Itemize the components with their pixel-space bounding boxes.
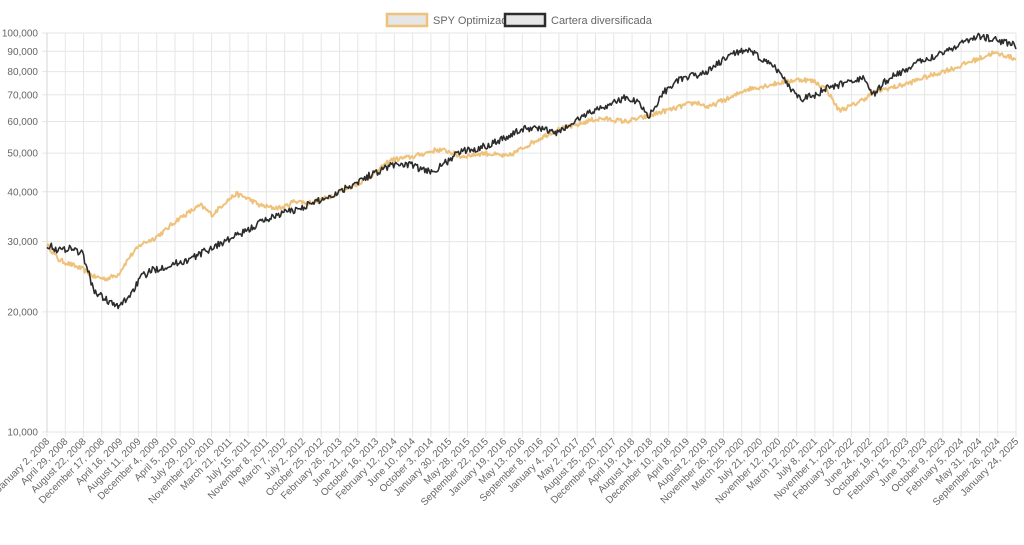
series-lines xyxy=(46,32,1017,310)
y-axis-labels: 100,000 90,000 80,000 70,000 60,000 50,000 40,… xyxy=(2,29,39,439)
vertical-grid xyxy=(46,33,1017,437)
y-tick-label: 80,000 xyxy=(7,67,38,78)
legend-swatch xyxy=(503,12,547,28)
series-line xyxy=(46,50,1017,282)
legend-swatch xyxy=(385,12,429,28)
legend-label: Cartera diversificada xyxy=(551,15,653,27)
horizontal-grid xyxy=(42,32,1016,433)
y-tick-label: 50,000 xyxy=(7,149,38,160)
series-line xyxy=(46,32,1017,310)
y-tick-label: 60,000 xyxy=(7,117,38,128)
y-tick-label: 10,000 xyxy=(7,428,38,439)
y-tick-label: 100,000 xyxy=(2,29,39,40)
y-tick-label: 30,000 xyxy=(7,237,38,248)
legend-label: SPY Optimizado xyxy=(433,15,514,27)
y-tick-label: 90,000 xyxy=(7,47,38,58)
legend: SPY Optimizado Cartera diversificada xyxy=(385,12,653,28)
y-tick-label: 70,000 xyxy=(7,90,38,101)
y-tick-label: 20,000 xyxy=(7,307,38,318)
y-tick-label: 40,000 xyxy=(7,187,38,198)
